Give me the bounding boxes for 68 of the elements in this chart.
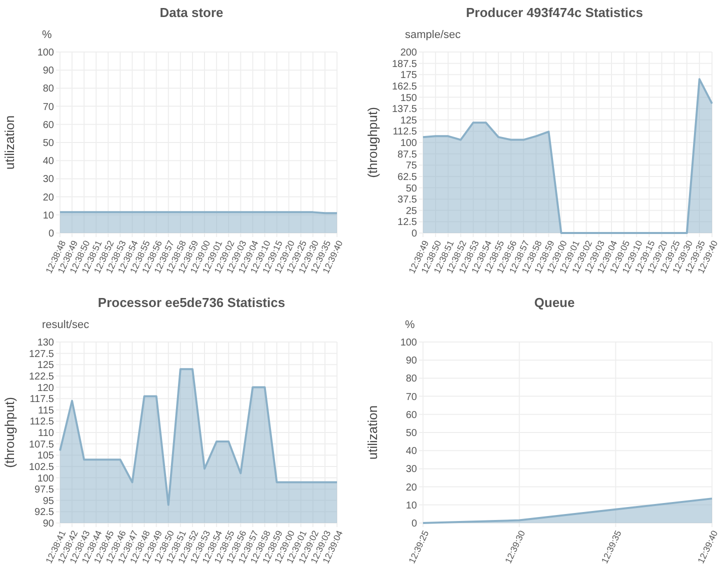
- y-tick-label: 117.5: [30, 394, 54, 406]
- y-tick-label: 75: [406, 160, 418, 172]
- y-tick-label: 87.5: [398, 149, 418, 160]
- y-tick-label: 137.5: [392, 104, 418, 116]
- y-tick-label: 107.5: [28, 439, 54, 450]
- text: %: [405, 319, 415, 331]
- y-tick-label: 40: [42, 156, 54, 168]
- y-tick-label: 112.5: [392, 126, 418, 138]
- y-tick-label: 90: [42, 66, 54, 77]
- y-tick-label: 37.5: [398, 194, 418, 206]
- y-axis-title: utilization: [2, 115, 17, 170]
- y-tick-label: 125: [37, 360, 54, 372]
- y-tick-label: 95: [42, 496, 54, 507]
- y-tick-label: 90: [406, 356, 418, 367]
- y-tick-label: 125: [400, 115, 418, 126]
- chart-title: Processor ee5de736 Statistics: [98, 295, 286, 310]
- text: sample/sec: [405, 29, 462, 41]
- y-tick-label: 122.5: [28, 371, 54, 382]
- text: result/sec: [42, 319, 90, 331]
- text: %: [42, 29, 52, 41]
- chart-title: Data store: [160, 5, 224, 20]
- y-tick-label: 115: [38, 405, 54, 416]
- y-tick-label: 70: [42, 102, 54, 113]
- y-tick-label: 70: [406, 392, 418, 403]
- y-tick-label: 20: [42, 192, 54, 204]
- y-tick-label: 92.5: [34, 507, 54, 518]
- y-tick-label: 187.5: [392, 58, 418, 70]
- y-tick-label: 112.5: [30, 416, 54, 428]
- chart-title: Queue: [534, 295, 575, 310]
- y-tick-label: 10: [42, 210, 54, 222]
- y-tick-label: 0: [411, 518, 418, 530]
- y-axis-title: (throughput): [365, 107, 380, 178]
- y-tick-label: 120: [37, 382, 54, 394]
- y-tick-label: 12.5: [398, 217, 418, 228]
- y-tick-label: 50: [42, 138, 54, 149]
- y-tick-label: 80: [42, 84, 54, 95]
- y-tick-label: 60: [42, 120, 54, 131]
- y-tick-label: 200: [400, 48, 418, 58]
- y-tick-label: 105: [37, 450, 54, 462]
- y-tick-label: 50: [406, 428, 418, 439]
- y-tick-label: 60: [406, 410, 418, 421]
- y-tick-label: 20: [406, 482, 418, 494]
- y-tick-label: 100: [37, 473, 54, 484]
- y-tick-label: 30: [406, 464, 418, 476]
- y-tick-label: 90: [42, 518, 54, 530]
- y-tick-label: 110: [38, 428, 54, 439]
- y-tick-label: 100: [400, 138, 418, 149]
- y-tick-label: 150: [400, 92, 418, 104]
- y-tick-label: 100: [400, 338, 418, 348]
- y-tick-label: 80: [406, 374, 418, 385]
- y-tick-label: 62.5: [398, 172, 418, 183]
- y-tick-label: 175: [400, 70, 418, 82]
- y-axis-title: utilization: [365, 405, 380, 460]
- y-tick-label: 127.5: [28, 348, 54, 360]
- y-tick-label: 0: [411, 228, 418, 240]
- y-tick-label: 30: [42, 174, 54, 186]
- y-tick-label: 97.5: [34, 484, 54, 496]
- y-tick-label: 40: [406, 446, 418, 458]
- y-tick-label: 0: [48, 228, 54, 240]
- y-axis-title: (throughput): [2, 397, 17, 468]
- y-tick-label: 10: [406, 500, 418, 512]
- y-tick-label: 162.5: [392, 81, 418, 92]
- y-tick-label: 100: [37, 48, 54, 58]
- y-tick-label: 102.5: [28, 462, 54, 473]
- y-tick-label: 130: [37, 338, 54, 348]
- chart-title: Producer 493f474c Statistics: [466, 5, 644, 20]
- y-tick-label: 50: [406, 183, 418, 194]
- y-tick-label: 25: [406, 206, 418, 217]
